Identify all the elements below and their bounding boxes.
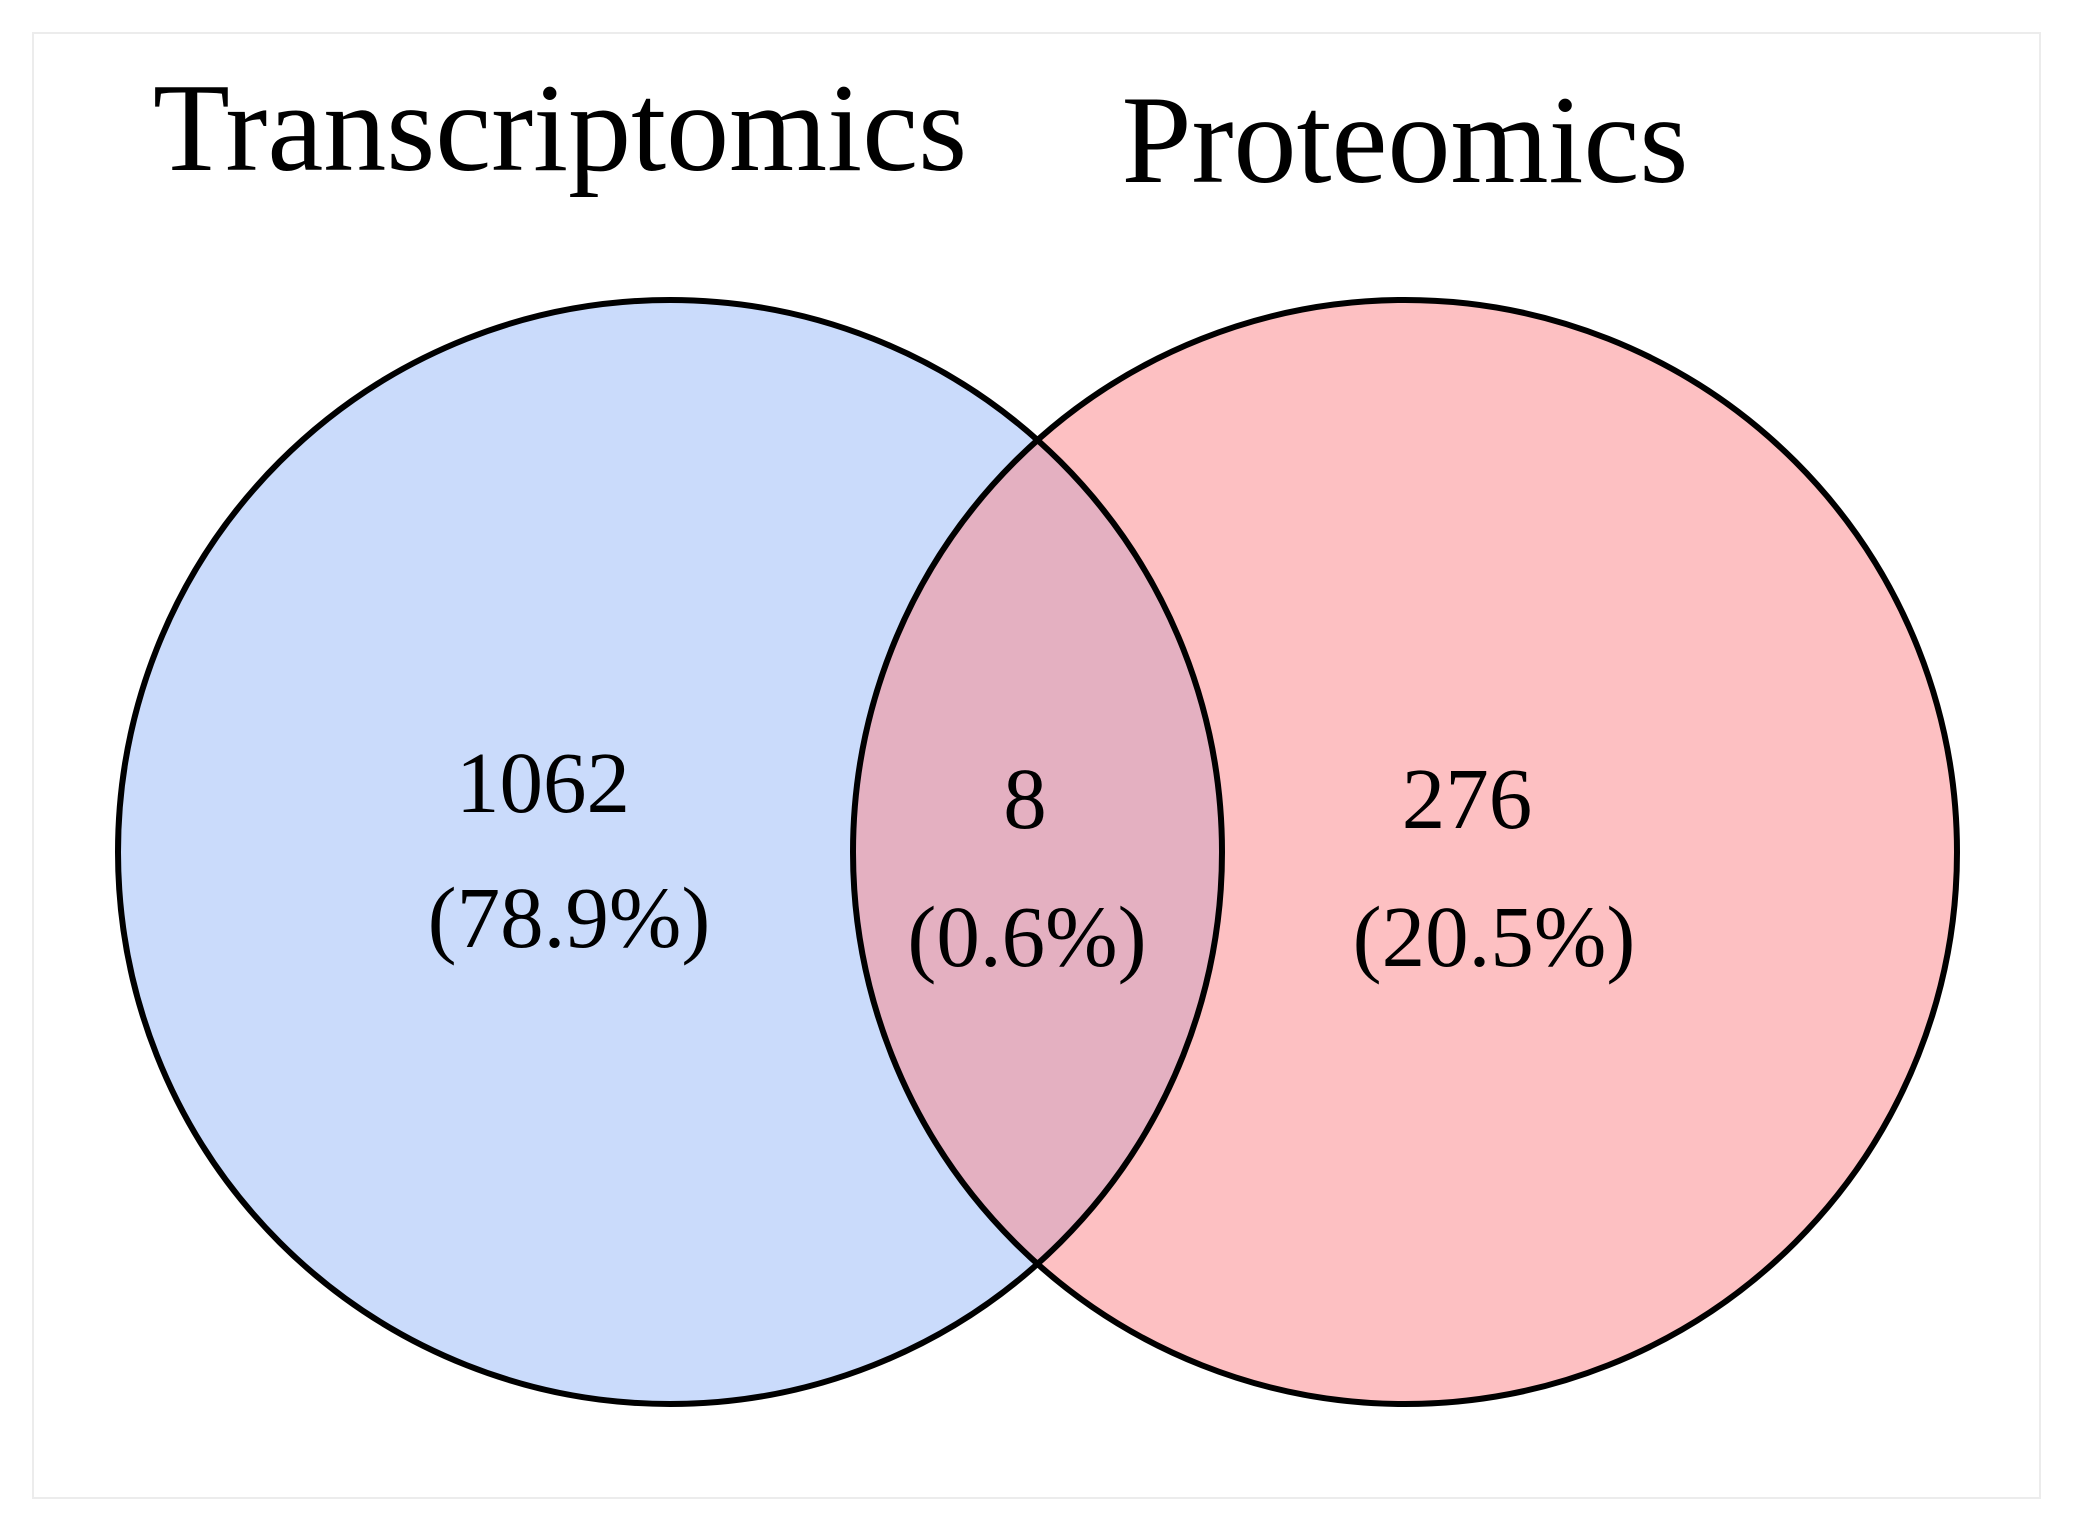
proteomics-circle-outline bbox=[850, 297, 1960, 1407]
transcriptomics-only-percent: (78.9%) bbox=[428, 869, 711, 966]
proteomics-label: Proteomics bbox=[1122, 71, 1689, 210]
transcriptomics-label: Transcriptomics bbox=[153, 59, 967, 198]
proteomics-only-percent: (20.5%) bbox=[1353, 888, 1636, 985]
overlap-region bbox=[853, 300, 1222, 1404]
figure-frame bbox=[32, 32, 2041, 1499]
intersection-percent: (0.6%) bbox=[907, 888, 1146, 985]
transcriptomics-circle-outline bbox=[115, 297, 1225, 1407]
transcriptomics-only-count: 1062 bbox=[456, 734, 630, 831]
proteomics-only-count: 276 bbox=[1402, 750, 1533, 847]
intersection-count: 8 bbox=[1003, 750, 1047, 847]
